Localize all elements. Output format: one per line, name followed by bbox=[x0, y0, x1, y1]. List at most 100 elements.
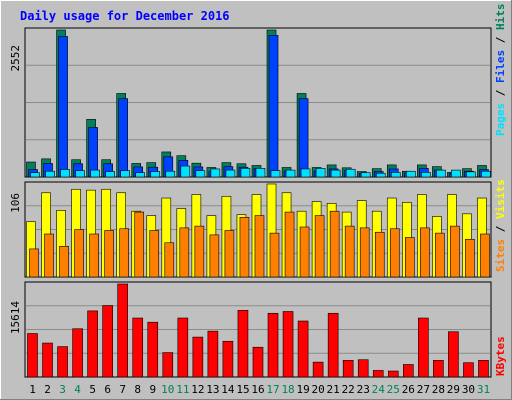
x-tick-label-day-26: 26 bbox=[402, 383, 415, 396]
y-max-label-bottom: 15614 bbox=[9, 301, 22, 334]
x-tick-label-day-11: 11 bbox=[176, 383, 189, 396]
bar-sites-25 bbox=[389, 228, 400, 278]
bar-pages-15 bbox=[240, 168, 251, 178]
bar-pages-28 bbox=[436, 169, 446, 178]
bar-sites-18 bbox=[284, 211, 295, 278]
bar-sites-6 bbox=[104, 230, 114, 278]
bar-kbytes-30 bbox=[463, 362, 474, 378]
legend-sites: Sites bbox=[494, 239, 507, 272]
bar-pages-8 bbox=[135, 172, 146, 178]
bar-pages-20 bbox=[315, 168, 326, 178]
x-tick-label-day-2: 2 bbox=[44, 383, 51, 396]
x-tick-label-day-25: 25 bbox=[387, 383, 400, 396]
bar-kbytes-31 bbox=[478, 360, 489, 378]
bar-pages-25 bbox=[390, 172, 401, 178]
bar-pages-18 bbox=[285, 169, 296, 178]
bar-kbytes-16 bbox=[252, 346, 264, 378]
bar-kbytes-9 bbox=[147, 321, 159, 378]
legend-middle-panel-separator: / bbox=[494, 219, 507, 239]
bar-kbytes-13 bbox=[207, 330, 219, 378]
bar-kbytes-22 bbox=[342, 360, 354, 378]
bar-kbytes-6 bbox=[102, 305, 113, 378]
bar-sites-2 bbox=[44, 233, 54, 278]
legend-top-panel-separator: / bbox=[494, 83, 507, 103]
bar-pages-1 bbox=[30, 172, 40, 178]
x-tick-label-day-20: 20 bbox=[312, 383, 325, 396]
bar-sites-21 bbox=[329, 210, 340, 278]
bar-kbytes-5 bbox=[87, 310, 98, 378]
legend-bottom-panel: KBytes bbox=[494, 336, 507, 376]
bar-sites-10 bbox=[164, 242, 175, 278]
bar-sites-8 bbox=[134, 211, 145, 278]
bar-pages-23 bbox=[360, 172, 371, 178]
bar-pages-30 bbox=[466, 171, 476, 178]
legend-hits: Hits bbox=[494, 4, 507, 31]
bar-kbytes-17 bbox=[267, 312, 279, 378]
bar-sites-14 bbox=[224, 230, 235, 278]
bar-sites-29 bbox=[450, 225, 460, 278]
x-tick-label-day-6: 6 bbox=[104, 383, 111, 396]
bar-kbytes-4 bbox=[72, 328, 83, 378]
bar-pages-31 bbox=[481, 170, 491, 178]
x-tick-label-day-19: 19 bbox=[296, 383, 309, 396]
bar-sites-23 bbox=[359, 227, 370, 278]
bar-kbytes-25 bbox=[387, 370, 399, 378]
x-tick-label-day-24: 24 bbox=[372, 383, 386, 396]
x-tick-label-day-4: 4 bbox=[74, 383, 81, 396]
bar-kbytes-20 bbox=[312, 361, 324, 378]
bar-kbytes-8 bbox=[132, 317, 144, 378]
y-max-label-middle: 106 bbox=[9, 193, 22, 213]
x-tick-label-day-31: 31 bbox=[477, 383, 490, 396]
bar-pages-21 bbox=[330, 169, 341, 178]
bar-pages-7 bbox=[120, 170, 130, 178]
legend-pages: Pages bbox=[494, 103, 507, 136]
bar-sites-12 bbox=[194, 225, 205, 278]
x-tick-label-day-16: 16 bbox=[251, 383, 264, 396]
bar-pages-6 bbox=[105, 171, 115, 178]
bar-kbytes-18 bbox=[282, 311, 294, 378]
bar-sites-13 bbox=[209, 234, 220, 278]
bar-pages-24 bbox=[375, 172, 386, 178]
y-max-label-top: 2552 bbox=[9, 45, 22, 72]
bar-pages-26 bbox=[406, 170, 416, 178]
bar-pages-9 bbox=[150, 171, 161, 178]
bar-kbytes-3 bbox=[57, 346, 68, 378]
bar-kbytes-7 bbox=[117, 283, 128, 378]
bar-pages-17 bbox=[270, 170, 281, 178]
x-tick-label-day-10: 10 bbox=[161, 383, 174, 396]
bar-pages-10 bbox=[165, 170, 176, 178]
bar-pages-19 bbox=[300, 168, 311, 178]
x-tick-label-day-13: 13 bbox=[206, 383, 219, 396]
bar-sites-1 bbox=[29, 248, 39, 278]
bar-pages-12 bbox=[195, 170, 206, 178]
bar-kbytes-14 bbox=[222, 340, 234, 378]
bar-files-19 bbox=[298, 98, 309, 178]
bar-sites-11 bbox=[179, 227, 190, 278]
bar-sites-27 bbox=[420, 227, 430, 278]
x-tick-label-day-14: 14 bbox=[221, 383, 235, 396]
bar-pages-11 bbox=[180, 165, 191, 178]
bar-kbytes-29 bbox=[448, 331, 459, 378]
bar-sites-31 bbox=[480, 233, 490, 278]
x-tick-label-day-21: 21 bbox=[327, 383, 340, 396]
bar-sites-7 bbox=[119, 228, 129, 278]
legend-visits: Visits bbox=[494, 179, 507, 219]
bar-kbytes-26 bbox=[403, 364, 414, 378]
x-tick-label-day-8: 8 bbox=[134, 383, 141, 396]
bar-files-5 bbox=[88, 127, 98, 178]
bar-sites-15 bbox=[239, 217, 250, 278]
bar-pages-2 bbox=[45, 170, 55, 178]
bar-kbytes-12 bbox=[192, 336, 204, 378]
bar-kbytes-11 bbox=[177, 317, 189, 378]
bar-kbytes-24 bbox=[372, 370, 384, 378]
bar-files-7 bbox=[118, 98, 128, 178]
bar-sites-20 bbox=[314, 215, 325, 278]
bar-pages-27 bbox=[421, 172, 431, 178]
bar-sites-4 bbox=[74, 229, 84, 278]
bar-sites-24 bbox=[374, 231, 385, 278]
x-tick-label-day-17: 17 bbox=[266, 383, 279, 396]
x-tick-label-day-3: 3 bbox=[59, 383, 66, 396]
bar-sites-17 bbox=[269, 232, 280, 278]
